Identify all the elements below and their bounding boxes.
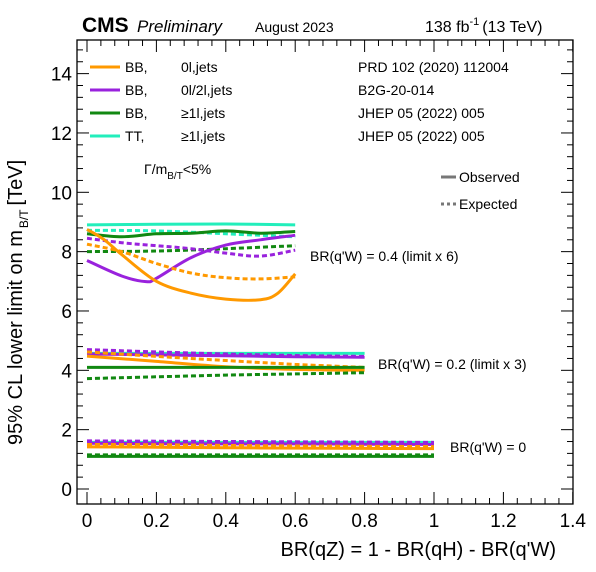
- x-tick-label: 0.4: [213, 511, 240, 532]
- x-tick-label: 1: [429, 511, 440, 532]
- curve-observed-bb-0l-2l-jets: [86, 441, 435, 446]
- y-axis-title-main: 95% CL lower limit on m: [5, 230, 27, 445]
- legend-process: TT,: [125, 128, 144, 144]
- curve-observed-bb-0l-2l-jets: [86, 352, 365, 359]
- curve-observed-bb-0l-jets: [86, 228, 297, 302]
- legend-reference: JHEP 05 (2022) 005: [358, 128, 485, 144]
- y-axis-ticks: [77, 49, 573, 490]
- x-tick-label: 1.4: [560, 511, 587, 532]
- legend-channel: 0l/2l,jets: [181, 82, 232, 98]
- curve-observed-bb-0l-2l-jets: [86, 233, 296, 284]
- legend-process: BB,: [125, 105, 148, 121]
- curve-expected-bb-1l-jets: [86, 371, 365, 381]
- legend-entry-bb-1l: BB, ≥1l,jets JHEP 05 (2022) 005: [90, 105, 485, 121]
- width-note-tail: <5%: [183, 161, 211, 177]
- curve-expected-bb-0l-jets: [86, 350, 365, 369]
- legend-entry-bb-0l: BB, 0l,jets PRD 102 (2020) 112004: [90, 59, 509, 75]
- curve-observed-bb-1l-jets: [86, 229, 296, 239]
- preliminary-label: Preliminary: [137, 17, 224, 36]
- curve-expected-bb-0l-jets: [86, 242, 296, 281]
- legend-channel: ≥1l,jets: [181, 105, 225, 121]
- legend-channel: ≥1l,jets: [181, 128, 225, 144]
- y-axis-title-sub: B/T: [17, 209, 31, 228]
- legend-process: BB,: [125, 59, 148, 75]
- y-tick-label: 2: [61, 421, 72, 442]
- lumi-exponent: -1: [469, 16, 479, 28]
- x-tick-label: 0.2: [143, 511, 169, 532]
- legend-entry-bb-0l2l: BB, 0l/2l,jets B2G-20-014: [90, 82, 434, 98]
- y-tick-label: 12: [51, 124, 72, 145]
- analysis-legend: BB, 0l,jets PRD 102 (2020) 112004 BB, 0l…: [90, 59, 509, 144]
- legend-entry-tt-1l: TT, ≥1l,jets JHEP 05 (2022) 005: [90, 128, 485, 144]
- y-axis-title-unit: [TeV]: [5, 160, 27, 206]
- y-tick-label: 10: [51, 183, 72, 204]
- curve-expected-bb-0l-2l-jets: [86, 348, 365, 358]
- luminosity-label: 138 fb-1 (13 TeV): [425, 16, 542, 36]
- expected-label: Expected: [459, 196, 517, 212]
- observed-label: Observed: [459, 169, 520, 185]
- y-tick-labels: 0 2 4 6 8 10 12 14: [51, 65, 73, 501]
- y-tick-label: 14: [51, 65, 73, 86]
- y-tick-label: 8: [61, 243, 72, 264]
- energy-label: (13 TeV): [482, 19, 542, 36]
- width-note-sub: B/T: [167, 171, 183, 182]
- x-axis-ticks: [86, 40, 574, 504]
- curve-expected-bb-0l-2l-jets: [86, 439, 435, 444]
- y-axis-title: 95% CL lower limit on m B/T [TeV]: [5, 160, 31, 445]
- width-note: Γ/mB/T<5%: [144, 161, 211, 182]
- x-tick-label: 0.8: [351, 511, 377, 532]
- curve-observed-tt-1l-jets: [86, 222, 296, 227]
- y-tick-label: 6: [61, 302, 72, 323]
- y-tick-label: 4: [61, 361, 72, 382]
- x-axis-title: BR(qZ) = 1 - BR(qH) - BR(q'W): [281, 539, 557, 561]
- date-label: August 2023: [255, 19, 334, 35]
- y-tick-label: 0: [61, 480, 72, 501]
- x-tick-label: 0.6: [282, 511, 308, 532]
- x-tick-label: 1.2: [490, 511, 516, 532]
- annotation-brw-04: BR(q'W) = 0.4 (limit x 6): [310, 248, 459, 264]
- cms-label: CMS: [82, 14, 129, 37]
- width-note-main: Γ/m: [144, 161, 167, 177]
- x-tick-labels: 0 0.2 0.4 0.6 0.8 1 1.2 1.4: [82, 511, 587, 532]
- curve-expected-bb-0l-2l-jets: [86, 236, 296, 258]
- annotation-brw-02: BR(q'W) = 0.2 (limit x 3): [378, 356, 527, 372]
- plot-frame: [76, 39, 574, 505]
- x-tick-label: 0: [82, 511, 93, 532]
- legend-reference: JHEP 05 (2022) 005: [358, 105, 485, 121]
- legend-channel: 0l,jets: [181, 59, 218, 75]
- legend-reference: B2G-20-014: [358, 82, 434, 98]
- limit-curves: [86, 222, 435, 458]
- lumi-value: 138 fb: [425, 19, 470, 36]
- curve-expected-bb-0l-jets: [86, 443, 435, 449]
- legend-process: BB,: [125, 82, 148, 98]
- style-legend: Observed Expected: [441, 169, 520, 212]
- legend-reference: PRD 102 (2020) 112004: [358, 59, 509, 75]
- curve-observed-bb-0l-jets: [86, 445, 435, 451]
- annotation-brw-00: BR(q'W) = 0: [450, 439, 526, 455]
